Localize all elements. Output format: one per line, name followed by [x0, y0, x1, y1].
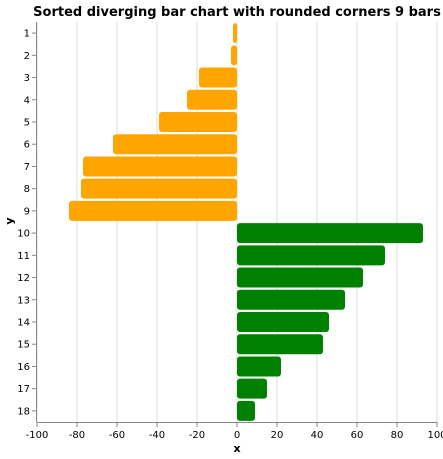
bar-15	[237, 334, 323, 355]
bar-7	[83, 156, 237, 177]
bar-13	[237, 289, 345, 310]
bar-17	[237, 378, 267, 399]
x-tick-label: 80	[391, 430, 404, 441]
y-tick-label: 12	[17, 273, 30, 284]
y-axis-title: y	[3, 217, 16, 224]
y-tick-label: 11	[17, 251, 30, 262]
bars	[69, 23, 423, 421]
y-tick-label: 17	[17, 384, 30, 395]
bar-4	[187, 89, 237, 110]
x-axis-title: x	[233, 442, 240, 455]
y-tick-label: 4	[24, 95, 30, 106]
grid	[36, 22, 438, 422]
y-tick-label: 14	[17, 318, 30, 329]
x-tick-label: -20	[189, 430, 205, 441]
bar-8	[81, 178, 237, 199]
y-tick-label: 1	[24, 29, 30, 40]
y-tick-label: 5	[24, 118, 30, 129]
bar-5	[159, 112, 237, 132]
bar-18	[237, 400, 255, 421]
bar-1	[233, 23, 237, 44]
x-tick-label: 60	[351, 430, 364, 441]
x-tick-label: -40	[149, 430, 165, 441]
y-tick-label: 6	[24, 140, 30, 151]
y-tick-label: 15	[17, 340, 30, 351]
axes: -100-80-60-40-20020406080100123456789101…	[17, 22, 443, 441]
x-tick-label: 40	[311, 430, 324, 441]
bar-9	[69, 200, 237, 221]
bar-6	[113, 134, 237, 155]
bar-10	[237, 223, 423, 244]
y-tick-label: 18	[17, 406, 30, 417]
y-tick-label: 2	[24, 51, 30, 62]
y-tick-label: 3	[24, 73, 30, 84]
y-tick-label: 9	[24, 206, 30, 217]
x-tick-label: 0	[234, 430, 240, 441]
x-tick-label: -80	[69, 430, 85, 441]
x-tick-label: -60	[109, 430, 125, 441]
bar-14	[237, 312, 329, 332]
y-tick-label: 10	[17, 229, 30, 240]
x-tick-label: -100	[26, 430, 49, 441]
bar-2	[231, 45, 237, 66]
bar-3	[199, 67, 237, 88]
bar-16	[237, 356, 281, 377]
bar-11	[237, 245, 385, 266]
chart-title: Sorted diverging bar chart with rounded …	[33, 5, 441, 20]
y-tick-label: 8	[24, 184, 30, 195]
y-tick-label: 13	[17, 295, 30, 306]
bar-12	[237, 267, 363, 288]
x-tick-label: 20	[271, 430, 284, 441]
x-tick-label: 100	[427, 430, 443, 441]
y-tick-label: 7	[24, 162, 30, 173]
y-tick-label: 16	[17, 362, 30, 373]
